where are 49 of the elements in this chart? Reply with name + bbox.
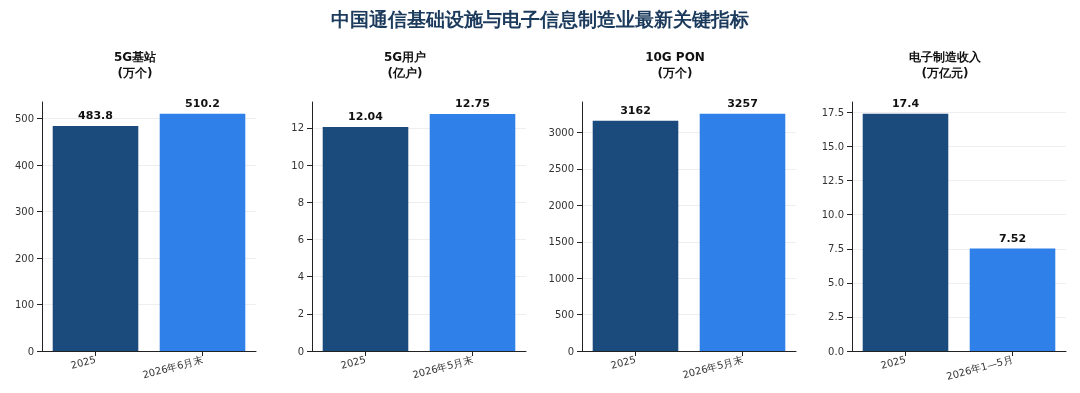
chart-title: 电子制造收入 (万亿元) <box>909 50 982 80</box>
y-tick-label: 5.0 <box>828 277 844 289</box>
x-tick-label: 2026年1—5月 <box>945 353 1014 382</box>
y-tick-label: 300 <box>14 206 34 218</box>
y-tick-label: 1500 <box>548 236 574 248</box>
y-tick-label: 500 <box>554 309 574 321</box>
y-tick-label: 17.5 <box>821 106 844 118</box>
data-label: 3162 <box>620 103 651 117</box>
x-tick-label: 2026年5月末 <box>411 353 474 381</box>
y-tick-label: 200 <box>14 252 34 264</box>
x-tick-label: 2025 <box>609 353 637 371</box>
y-tick-label: 10 <box>291 159 304 171</box>
y-tick-label: 4 <box>297 271 304 283</box>
x-tick-label: 2026年5月末 <box>681 353 744 381</box>
chart-title: 10G PON (万个) <box>645 50 705 80</box>
x-tick-label: 2025 <box>339 353 367 371</box>
data-label: 12.04 <box>348 110 384 124</box>
y-tick-label: 2500 <box>548 163 574 175</box>
y-tick-label: 0 <box>567 345 574 357</box>
y-tick-label: 100 <box>14 299 34 311</box>
text: 中国通信基础设施与电子信息制造业最新关键指标 <box>331 7 749 32</box>
y-tick-label: 0 <box>297 345 304 357</box>
y-tick-label: 0.0 <box>828 345 844 357</box>
y-tick-label: 500 <box>14 113 34 125</box>
data-label: 17.4 <box>891 96 920 110</box>
y-tick-label: 2.5 <box>828 311 844 323</box>
x-tick-label: 2025 <box>69 353 97 371</box>
data-label: 510.2 <box>185 96 220 110</box>
y-tick-label: 400 <box>14 159 34 171</box>
y-tick-label: 6 <box>297 233 304 245</box>
y-tick-label: 8 <box>297 196 304 208</box>
y-tick-label: 15.0 <box>821 141 844 153</box>
y-tick-label: 2 <box>297 308 304 320</box>
data-label: 12.75 <box>455 96 490 110</box>
y-tick-label: 2000 <box>548 199 574 211</box>
y-tick-label: 3000 <box>548 127 574 139</box>
data-label: 3257 <box>727 96 758 110</box>
y-tick-label: 7.5 <box>828 243 844 255</box>
y-tick-label: 1000 <box>548 272 574 284</box>
data-label: 7.52 <box>998 231 1027 245</box>
y-tick-label: 12 <box>291 122 304 134</box>
x-tick-label: 2026年6月末 <box>141 353 204 381</box>
y-tick-label: 0 <box>27 345 34 357</box>
x-tick-label: 2025 <box>879 353 907 371</box>
y-tick-label: 12.5 <box>821 175 844 187</box>
chart-title: 5G用户 (亿户) <box>383 50 427 80</box>
chart-title: 5G基站 (万个) <box>113 50 157 80</box>
data-label: 483.8 <box>78 109 113 123</box>
y-tick-label: 10.0 <box>821 209 844 221</box>
